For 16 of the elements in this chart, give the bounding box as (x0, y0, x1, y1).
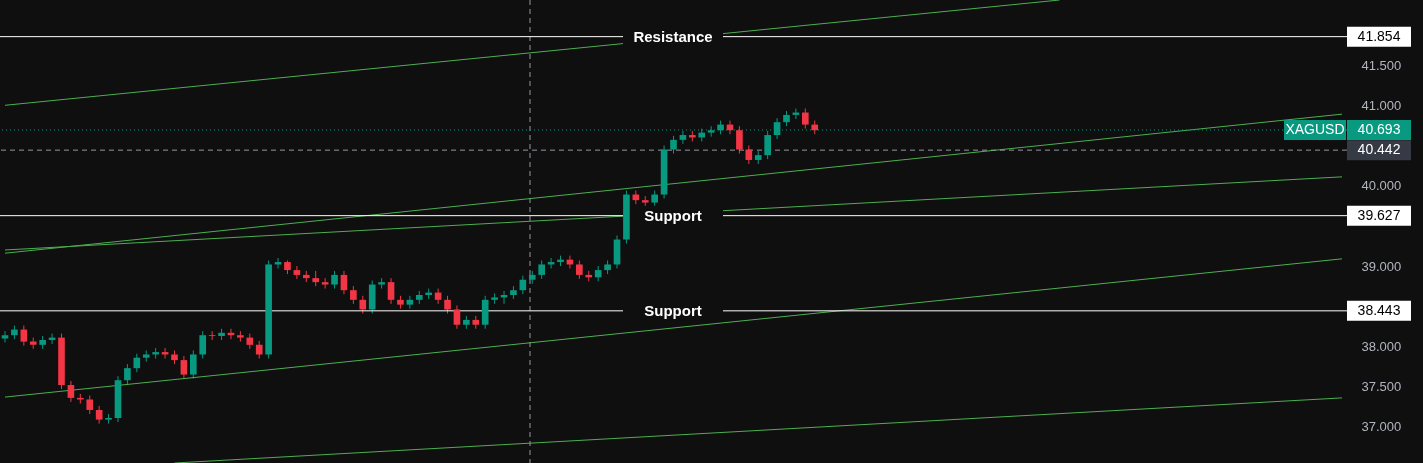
y-tick-label: 41.500 (1361, 57, 1402, 73)
y-tick-label: 40.000 (1361, 178, 1402, 194)
annotation: XAGUSD (1285, 120, 1345, 137)
ref-line-label: 40.693 (1357, 120, 1401, 137)
y-tick-label: 37.000 (1361, 419, 1402, 435)
annotation: Resistance (633, 27, 713, 45)
ref-line-label: 38.443 (1357, 301, 1401, 318)
y-tick-label: 39.000 (1361, 258, 1402, 274)
ref-line-label: 41.854 (1357, 27, 1401, 44)
ref-line-label: 39.627 (1357, 206, 1401, 223)
annotation: Support (644, 301, 702, 319)
ref-line-label: 40.442 (1357, 141, 1401, 158)
y-tick-label: 38.000 (1361, 338, 1402, 354)
y-tick-label: 37.500 (1361, 379, 1402, 395)
y-tick-label: 41.000 (1361, 97, 1402, 113)
annotation: Support (644, 206, 702, 224)
